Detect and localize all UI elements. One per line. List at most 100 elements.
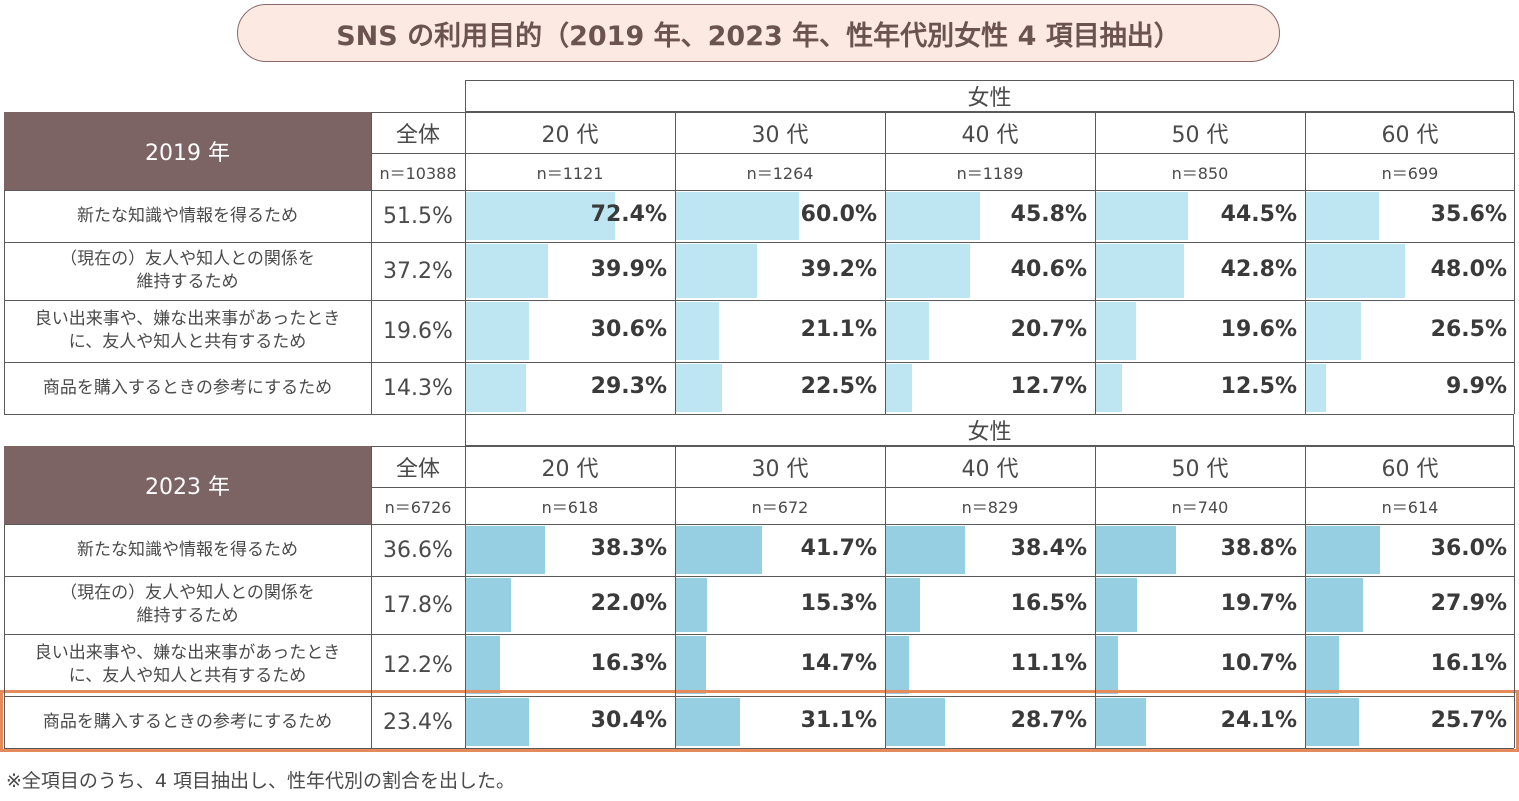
- grid-hline: [4, 300, 1514, 301]
- data-bar: [1306, 526, 1381, 574]
- data-label: 12.5%: [1220, 374, 1297, 399]
- grid-hline: [4, 242, 1514, 243]
- grid-vline: [4, 190, 5, 414]
- data-label: 60.0%: [800, 202, 877, 227]
- data-bar: [466, 698, 529, 746]
- age-column-header: 40 代: [961, 456, 1019, 482]
- age-sample-size: n＝1264: [746, 163, 814, 183]
- grid-hline: [4, 362, 1514, 363]
- grid-vline: [1095, 446, 1096, 748]
- data-bar: [466, 578, 512, 632]
- data-label: 14.7%: [800, 651, 877, 676]
- age-column-header: 30 代: [751, 456, 809, 482]
- data-bar: [676, 302, 720, 360]
- data-label: 45.8%: [1010, 202, 1087, 227]
- age-sample-size: n＝1121: [536, 163, 604, 183]
- data-bar: [676, 192, 800, 240]
- age-column-header: 40 代: [961, 122, 1019, 148]
- grid-hline: [371, 446, 1514, 447]
- grid-vline: [465, 446, 466, 748]
- age-column-header: 30 代: [751, 122, 809, 148]
- data-bar: [676, 636, 707, 694]
- data-bar: [1096, 636, 1119, 694]
- data-label: 16.1%: [1430, 651, 1507, 676]
- age-sample-size: n＝740: [1171, 497, 1229, 517]
- data-label: 38.8%: [1220, 536, 1297, 561]
- data-label: 19.7%: [1220, 591, 1297, 616]
- data-label: 38.4%: [1010, 536, 1087, 561]
- data-bar: [886, 526, 966, 574]
- data-label: 36.0%: [1430, 536, 1507, 561]
- total-sample-size: n＝6726: [384, 497, 452, 517]
- data-label: 29.3%: [590, 374, 667, 399]
- age-column-header: 50 代: [1171, 456, 1229, 482]
- group-header-female: 女性: [465, 80, 1514, 112]
- total-sample-size: n＝10388: [379, 163, 457, 183]
- data-bar: [1096, 578, 1137, 632]
- grid-vline: [465, 112, 466, 414]
- data-label: 22.5%: [800, 374, 877, 399]
- data-label: 11.1%: [1010, 651, 1087, 676]
- data-label: 12.7%: [1010, 374, 1087, 399]
- row-total-value: 14.3%: [383, 375, 453, 401]
- data-label: 21.1%: [800, 317, 877, 342]
- grid-hline: [4, 748, 1514, 749]
- data-bar: [886, 578, 920, 632]
- data-bar: [1306, 192, 1380, 240]
- age-column-header: 60 代: [1381, 456, 1439, 482]
- row-label: 良い出来事や、嫌な出来事があったとき に、友人や知人と共有するため: [34, 309, 341, 352]
- age-sample-size: n＝1189: [956, 163, 1024, 183]
- data-label: 72.4%: [590, 202, 667, 227]
- grid-hline: [371, 112, 1514, 113]
- total-column-header: 全体: [395, 456, 440, 482]
- age-column-header: 60 代: [1381, 122, 1439, 148]
- data-bar: [1306, 636, 1340, 694]
- age-column-header: 50 代: [1171, 122, 1229, 148]
- data-label: 42.8%: [1220, 257, 1297, 282]
- data-label: 35.6%: [1430, 202, 1507, 227]
- grid-vline: [675, 446, 676, 748]
- data-label: 30.4%: [590, 708, 667, 733]
- total-column-header: 全体: [395, 122, 440, 148]
- data-bar: [676, 244, 757, 298]
- data-label: 22.0%: [590, 591, 667, 616]
- row-total-value: 17.8%: [383, 592, 453, 618]
- grid-vline: [1514, 446, 1515, 748]
- row-label: 商品を購入するときの参考にするため: [42, 711, 333, 732]
- data-bar: [1096, 526, 1176, 574]
- data-bar: [1096, 698, 1146, 746]
- grid-vline: [371, 112, 372, 414]
- age-sample-size: n＝614: [1381, 497, 1439, 517]
- data-bar: [1306, 578, 1364, 632]
- age-sample-size: n＝618: [541, 497, 599, 517]
- chart-title: SNS の利用目的（2019 年、2023 年、性年代別女性 4 項目抽出）: [237, 4, 1280, 62]
- data-label: 10.7%: [1220, 651, 1297, 676]
- data-label: 28.7%: [1010, 708, 1087, 733]
- row-total-value: 23.4%: [383, 709, 453, 735]
- data-bar: [886, 192, 981, 240]
- group-header-female: 女性: [465, 414, 1514, 446]
- row-total-value: 36.6%: [383, 537, 453, 563]
- data-bar: [886, 244, 970, 298]
- data-label: 16.3%: [590, 651, 667, 676]
- data-bar: [1096, 364, 1122, 412]
- data-bar: [1306, 302, 1361, 360]
- row-label: 新たな知識や情報を得るため: [77, 205, 298, 226]
- data-label: 48.0%: [1430, 257, 1507, 282]
- row-total-value: 51.5%: [383, 203, 453, 229]
- data-bar: [886, 302, 929, 360]
- data-bar: [1096, 302, 1137, 360]
- grid-hline: [4, 576, 1514, 577]
- data-label: 39.2%: [800, 257, 877, 282]
- data-bar: [886, 698, 946, 746]
- highlight-box: [0, 690, 1519, 752]
- data-bar: [676, 698, 740, 746]
- grid-vline: [371, 446, 372, 748]
- age-sample-size: n＝850: [1171, 163, 1229, 183]
- data-bar: [1096, 244, 1185, 298]
- data-bar: [676, 364, 723, 412]
- data-bar: [886, 636, 909, 694]
- data-label: 38.3%: [590, 536, 667, 561]
- grid-hline: [4, 190, 1514, 191]
- year-header: 2019 年: [4, 112, 371, 190]
